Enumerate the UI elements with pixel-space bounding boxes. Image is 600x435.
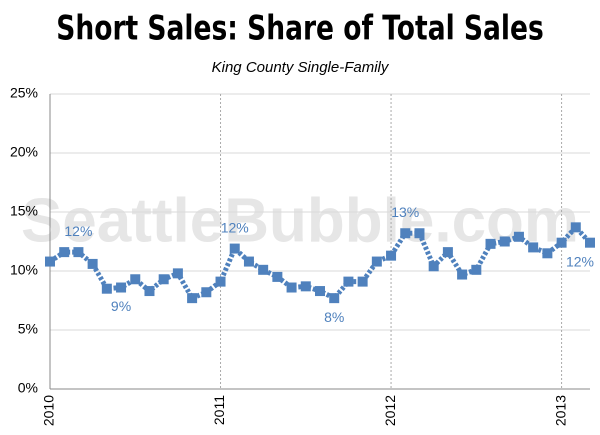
marker (59, 247, 70, 258)
data-label: 13% (391, 204, 419, 220)
marker (499, 236, 510, 247)
y-tick-label: 25% (10, 85, 38, 101)
marker (315, 286, 325, 297)
marker (457, 269, 468, 280)
marker (471, 264, 482, 275)
marker (386, 250, 397, 261)
marker (414, 228, 425, 239)
x-tick-label: 2012 (382, 395, 398, 426)
data-label: 8% (324, 309, 344, 325)
marker (442, 247, 453, 258)
data-label: 12% (64, 223, 92, 239)
y-tick-label: 5% (18, 321, 38, 337)
marker (371, 256, 382, 267)
data-label: 12% (221, 219, 249, 235)
marker (258, 264, 269, 275)
marker (329, 293, 340, 304)
x-tick-label: 2013 (552, 395, 568, 426)
data-label: 12% (566, 253, 594, 269)
marker (243, 256, 254, 267)
marker (286, 282, 297, 293)
marker (343, 276, 354, 287)
marker (428, 261, 439, 272)
marker (357, 276, 368, 287)
x-tick-label: 2010 (41, 395, 57, 426)
marker (87, 258, 98, 269)
marker (45, 256, 55, 267)
marker (570, 222, 581, 233)
marker (172, 268, 183, 279)
marker (229, 243, 240, 254)
chart-subtitle: King County Single-Family (212, 59, 390, 76)
y-tick-label: 0% (18, 380, 38, 396)
marker (101, 283, 112, 294)
marker (144, 286, 155, 297)
marker (130, 274, 141, 285)
marker (542, 248, 553, 259)
x-tick-label: 2011 (211, 395, 227, 425)
marker (585, 237, 595, 248)
marker (300, 281, 311, 292)
marker (400, 228, 411, 239)
marker (116, 282, 127, 293)
marker (528, 242, 539, 253)
marker (201, 287, 212, 298)
y-tick-label: 10% (10, 262, 38, 278)
marker (73, 247, 84, 258)
y-tick-label: 20% (10, 144, 38, 160)
y-tick-label: 15% (10, 203, 38, 219)
marker (158, 274, 169, 285)
marker (485, 238, 496, 249)
data-label: 9% (111, 298, 131, 314)
marker (272, 271, 283, 282)
marker (215, 276, 226, 287)
chart-title: Short Sales: Share of Total Sales (56, 9, 544, 48)
marker (513, 231, 524, 242)
marker (556, 237, 567, 248)
marker (187, 293, 198, 304)
